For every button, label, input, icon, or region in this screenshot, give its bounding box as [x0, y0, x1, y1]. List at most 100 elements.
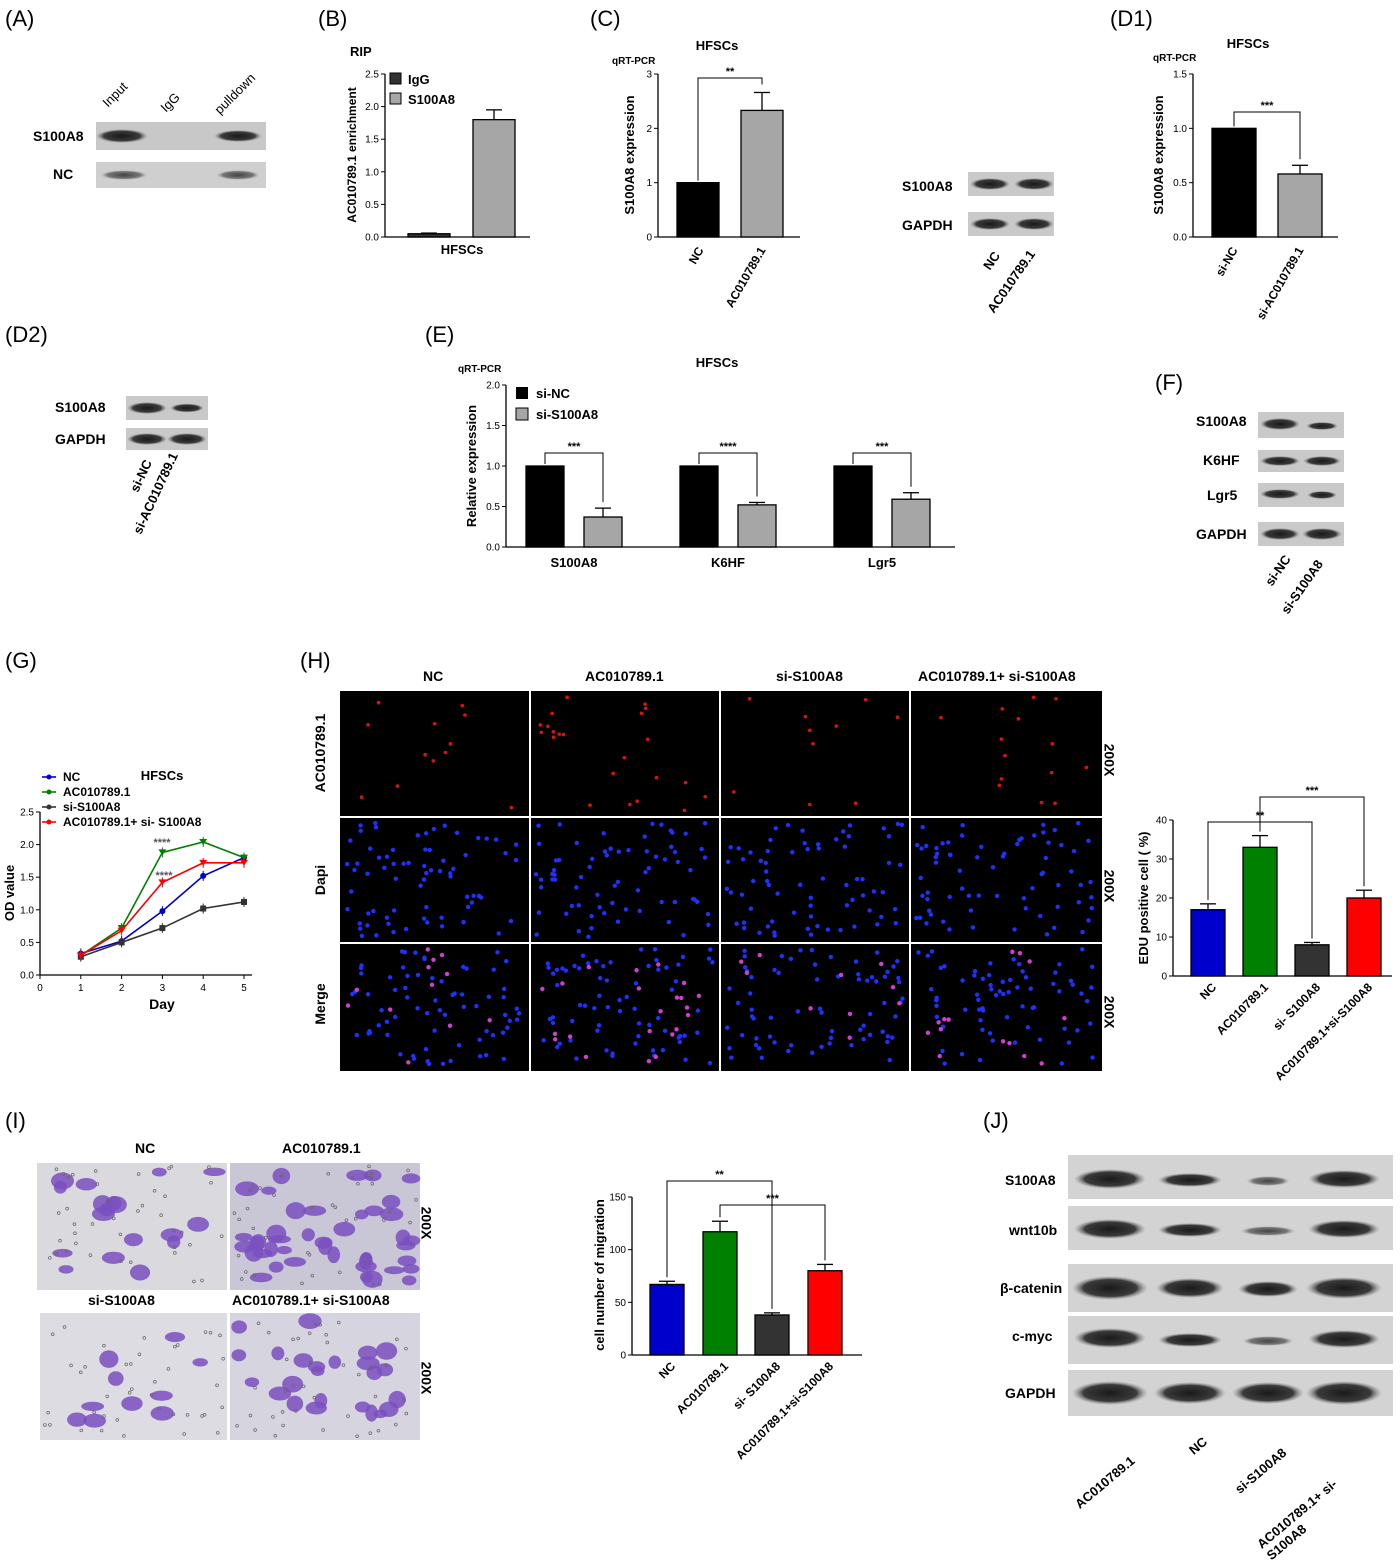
blue-nucleus-dot [430, 975, 435, 981]
membrane-pore [74, 1241, 78, 1246]
blue-nucleus-dot [885, 1039, 890, 1045]
blue-nucleus-dot [500, 1030, 506, 1035]
blue-nucleus-dot [659, 899, 664, 905]
membrane-pore [373, 1394, 378, 1399]
chart-b-legend-swatch [389, 92, 402, 105]
blue-nucleus-dot [670, 830, 675, 835]
blue-nucleus-dot [739, 892, 745, 897]
chart-d1-y-tick-label: 1.5 [1173, 70, 1187, 81]
membrane-pore [357, 1372, 361, 1377]
blue-nucleus-dot [942, 1061, 947, 1066]
stained-cell [271, 1346, 285, 1361]
blue-nucleus-dot [828, 954, 834, 960]
chart-g-legend-marker [46, 774, 52, 780]
blue-nucleus-dot [988, 961, 993, 966]
blue-nucleus-dot [805, 847, 810, 852]
membrane-pore [142, 1336, 147, 1340]
blue-nucleus-dot [702, 821, 708, 826]
chart-g-legend-marker [46, 804, 52, 810]
blue-nucleus-dot [925, 896, 930, 902]
chart-e-legend-swatch [516, 387, 528, 399]
blue-nucleus-dot [1056, 883, 1061, 888]
blue-nucleus-dot [816, 846, 822, 851]
blue-nucleus-dot [829, 1028, 835, 1034]
blue-nucleus-dot [401, 861, 406, 866]
blue-nucleus-dot [592, 1006, 597, 1011]
blue-nucleus-dot [642, 834, 647, 839]
membrane-pore [253, 1385, 257, 1390]
membrane-pore [173, 1344, 177, 1349]
merge-nucleus-dot [696, 993, 702, 999]
blue-nucleus-dot [374, 933, 379, 938]
blue-nucleus-dot [643, 869, 648, 875]
membrane-pore [203, 1330, 208, 1334]
blue-nucleus-dot [947, 894, 952, 900]
blue-nucleus-dot [350, 991, 355, 997]
membrane-pore [296, 1336, 300, 1341]
membrane-pore [291, 1384, 295, 1388]
chart-i-bar [702, 1231, 738, 1356]
blue-nucleus-dot [1004, 1015, 1010, 1020]
merge-nucleus-dot [439, 952, 445, 958]
blue-nucleus-dot [882, 974, 888, 979]
blue-nucleus-dot [650, 1048, 656, 1053]
blue-nucleus-dot [707, 1060, 713, 1066]
blue-nucleus-dot [505, 1025, 510, 1030]
blue-nucleus-dot [772, 930, 777, 935]
membrane-pore [115, 1418, 120, 1422]
blue-nucleus-dot [893, 920, 899, 926]
membrane-pore [185, 1413, 190, 1417]
merge-nucleus-dot [1007, 1040, 1012, 1046]
blue-nucleus-dot [920, 893, 925, 899]
blue-nucleus-dot [425, 1010, 430, 1016]
chart-b-legend-swatch [389, 72, 402, 85]
panel-label-f: (F) [1155, 370, 1184, 395]
chart-h-y-label: EDU positive cell ( %) [1136, 832, 1151, 965]
membrane-pore [66, 1175, 70, 1180]
blue-nucleus-dot [677, 1039, 683, 1045]
blue-nucleus-dot [355, 861, 360, 866]
blue-nucleus-dot [938, 965, 944, 971]
stained-cell [187, 1216, 210, 1232]
blue-nucleus-dot [880, 1029, 885, 1034]
blue-nucleus-dot [550, 871, 555, 877]
blue-nucleus-dot [390, 847, 396, 853]
red-nucleus-dot [611, 771, 616, 776]
blue-nucleus-dot [751, 1016, 756, 1021]
merge-nucleus-dot [647, 1028, 652, 1034]
chart-e-significance-label: **** [719, 441, 737, 453]
blue-nucleus-dot [662, 857, 668, 862]
red-nucleus-dot [732, 790, 736, 794]
membrane-pore [344, 1218, 349, 1223]
blue-nucleus-dot [597, 975, 603, 981]
membrane-pore [163, 1194, 167, 1199]
merge-nucleus-dot [1027, 959, 1032, 964]
blue-nucleus-dot [367, 1029, 372, 1034]
stained-cell [381, 1194, 401, 1209]
blue-nucleus-dot [633, 981, 639, 986]
membrane-pore [220, 1234, 224, 1238]
blue-nucleus-dot [867, 908, 872, 913]
membrane-pore [232, 1211, 237, 1215]
chart-h-y-tick-label: 20 [1156, 894, 1168, 905]
blue-nucleus-dot [357, 926, 363, 931]
red-nucleus-dot [807, 802, 812, 807]
blue-nucleus-dot [740, 857, 746, 862]
blue-nucleus-dot [513, 842, 519, 847]
chart-e-bar [525, 465, 565, 548]
blue-nucleus-dot [860, 893, 866, 898]
stained-cell [384, 1266, 405, 1275]
blue-nucleus-dot [980, 1008, 986, 1013]
blue-nucleus-dot [838, 927, 843, 933]
chart-g-x-tick-label: 2 [119, 983, 125, 994]
membrane-pore [237, 1217, 241, 1222]
blue-nucleus-dot [422, 863, 427, 869]
blue-nucleus-dot [557, 1041, 562, 1046]
blue-nucleus-dot [454, 830, 460, 836]
stained-cell [150, 1390, 173, 1401]
merge-nucleus-dot [586, 964, 591, 970]
blue-nucleus-dot [850, 897, 855, 903]
red-nucleus-dot [359, 795, 364, 799]
blue-nucleus-dot [456, 1043, 462, 1048]
